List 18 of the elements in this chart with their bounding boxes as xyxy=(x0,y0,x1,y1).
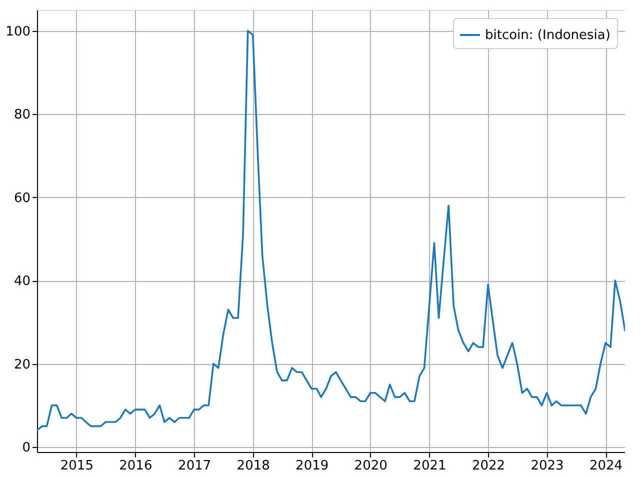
legend-label: bitcoin: (Indonesia) xyxy=(485,28,610,43)
x-tick-label: 2022 xyxy=(472,458,506,474)
x-tick-label: 2015 xyxy=(60,458,94,474)
x-tick-label: 2019 xyxy=(296,458,329,474)
x-tick-label: 2016 xyxy=(119,458,152,474)
y-tick-label: 80 xyxy=(14,108,30,123)
x-tick-label: 2023 xyxy=(530,458,564,474)
y-tick-label: 0 xyxy=(22,440,30,456)
x-tick-label: 2021 xyxy=(413,458,446,474)
x-tick-label: 2017 xyxy=(178,458,212,474)
x-tick-label: 2024 xyxy=(589,458,623,474)
y-tick-label: 100 xyxy=(6,24,30,40)
y-tick-label: 40 xyxy=(14,274,30,290)
x-tick-label: 2018 xyxy=(236,458,270,474)
line-series xyxy=(37,30,625,432)
y-tick-label: 20 xyxy=(14,357,30,372)
x-tick-label: 2020 xyxy=(354,458,388,474)
y-tick-label: 60 xyxy=(14,190,30,206)
